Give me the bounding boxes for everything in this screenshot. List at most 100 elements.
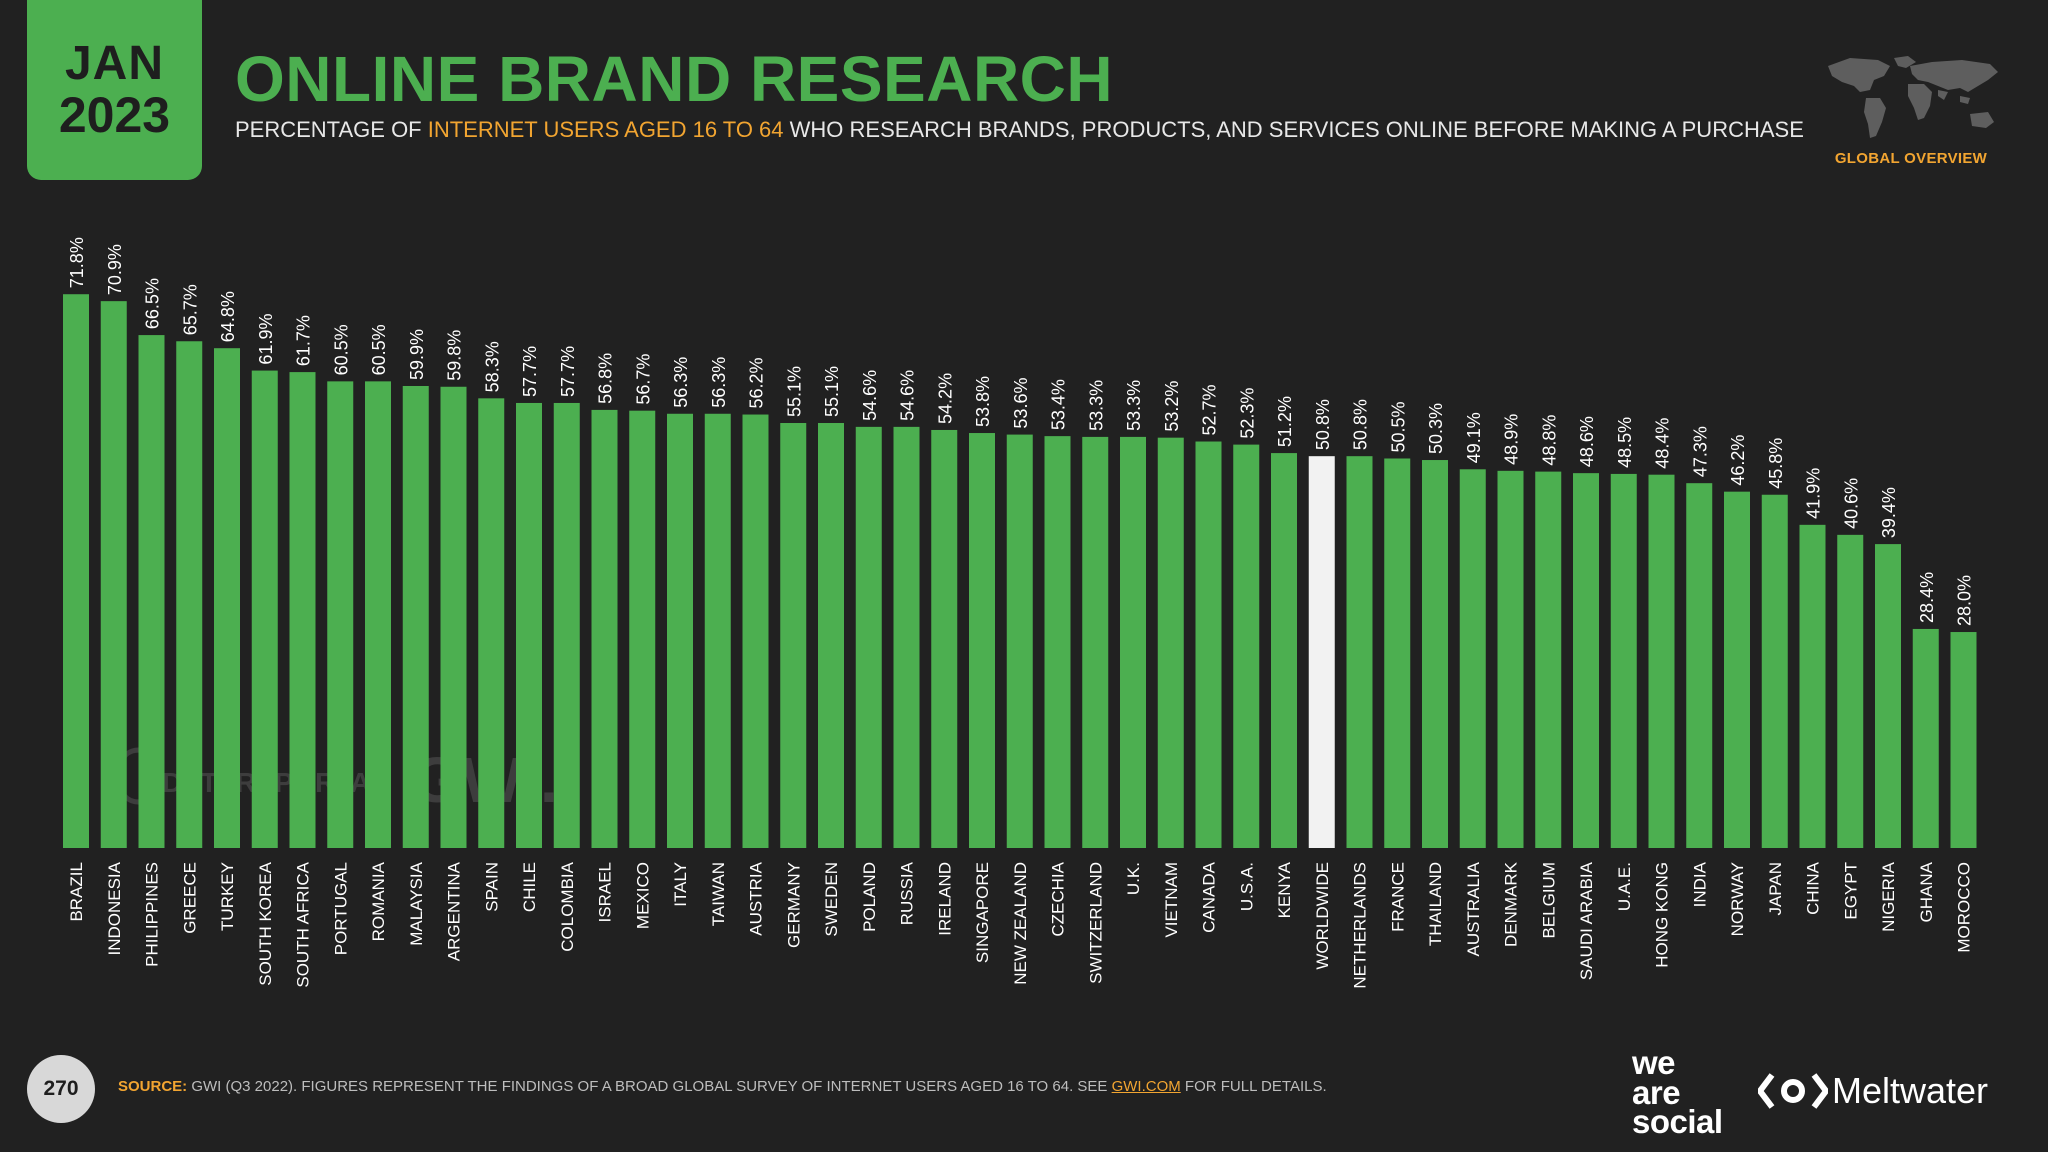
category-label: MEXICO [633,862,652,929]
meltwater-logo: Meltwater [1758,1070,1988,1112]
data-label: 52.3% [1237,388,1257,439]
logo-line-1: we [1632,1044,1676,1081]
category-label: ARGENTINA [445,861,464,961]
source-link[interactable]: GWI.COM [1111,1078,1181,1095]
data-label: 60.5% [369,324,389,375]
data-label: 40.6% [1841,478,1861,529]
bar-netherlands [1346,456,1373,848]
category-label: U.K. [1124,862,1143,895]
bar-nigeria [1875,544,1901,848]
bar-france [1384,458,1411,848]
data-label: 57.7% [520,346,540,397]
category-label: AUSTRALIA [1464,861,1483,956]
bar-hong-kong [1648,474,1675,848]
data-label: 48.9% [1502,414,1522,465]
category-label: CHILE [520,862,539,912]
category-label: VIETNAM [1162,862,1181,938]
data-label: 48.8% [1539,415,1559,466]
category-label: EGYPT [1841,862,1860,920]
bar-mexico [629,410,656,848]
category-label: SOUTH AFRICA [294,861,313,987]
category-label: MOROCCO [1955,862,1974,953]
data-label: 59.9% [407,329,427,380]
data-label: 54.2% [935,373,955,424]
bar-colombia [553,402,580,848]
bar-saudi-arabia [1573,473,1599,848]
bar-u-k [1120,436,1146,848]
bar-china [1799,524,1826,848]
data-label: 55.1% [784,366,804,417]
logo-line-3: social [1632,1103,1723,1141]
category-label: AUSTRIA [747,861,766,935]
date-month: JAN [64,37,165,90]
category-label: RUSSIA [898,861,917,925]
bar-indonesia [100,301,127,848]
data-label: 48.6% [1577,416,1597,467]
category-label: BRAZIL [67,862,86,922]
bar-denmark [1497,470,1524,848]
bar-spain [478,398,505,848]
data-label: 49.1% [1464,412,1484,463]
data-label: 71.8% [67,237,87,288]
category-label: NEW ZEALAND [1011,862,1030,985]
category-label: ITALY [671,862,690,907]
category-label: SPAIN [482,862,501,912]
subtitle-highlight: INTERNET USERS AGED 16 TO 64 [427,117,784,142]
data-label: 56.7% [633,354,653,405]
category-label: BELGIUM [1539,862,1558,939]
category-label: GHANA [1917,861,1936,922]
meltwater-mark-icon [1758,1073,1828,1109]
source-label: SOURCE: [118,1078,188,1095]
data-label: 54.6% [898,370,918,421]
bar-portugal [327,381,354,848]
category-label: U.S.A. [1237,862,1256,911]
page-number: 270 [27,1055,95,1123]
source-note: SOURCE: GWI (Q3 2022). FIGURES REPRESENT… [118,1078,1327,1095]
world-map-icon [1828,56,1998,138]
category-label: CANADA [1200,861,1219,933]
data-label: 28.0% [1955,575,1975,626]
data-label: 56.3% [709,357,729,408]
page-title: ONLINE BRAND RESEARCH [235,43,1114,115]
bar-israel [591,409,618,848]
bar-south-africa [289,372,316,848]
category-label: JAPAN [1766,862,1785,916]
category-label: WORLDWIDE [1313,862,1332,970]
meltwater-wordmark: Meltwater [1832,1070,1989,1111]
data-label: 53.8% [973,376,993,427]
data-label: 48.4% [1653,418,1673,469]
data-label: 61.7% [294,315,314,366]
page-subtitle: PERCENTAGE OF INTERNET USERS AGED 16 TO … [235,117,1804,143]
data-label: 54.6% [860,370,880,421]
data-label: 66.5% [143,278,163,329]
bar-austria [742,414,769,848]
data-label: 52.7% [1200,384,1220,435]
bar-south-korea [251,370,278,848]
bar-greece [176,341,203,848]
category-label: U.A.E. [1615,862,1634,911]
bar-norway [1724,491,1750,848]
bar-italy [667,413,693,848]
category-label: NETHERLANDS [1351,862,1370,989]
bar-chile [516,402,542,848]
data-label: 47.3% [1690,426,1710,477]
bar-new-zealand [1006,434,1033,848]
bar-egypt [1837,534,1864,848]
bar-worldwide [1308,456,1335,848]
category-label: CHINA [1804,861,1823,915]
data-label: 65.7% [180,284,200,335]
category-label: INDONESIA [105,861,124,955]
category-label: ROMANIA [369,861,388,941]
data-label: 39.4% [1879,487,1899,538]
category-label: GREECE [180,862,199,934]
data-label: 53.3% [1086,380,1106,431]
bar-canada [1195,441,1222,848]
category-label: SAUDI ARABIA [1577,861,1596,980]
category-label: MALAYSIA [407,861,426,945]
data-label: 48.5% [1615,417,1635,468]
bar-turkey [214,348,240,848]
data-label: 56.3% [671,357,691,408]
data-label: 64.8% [218,291,238,342]
data-label: 50.8% [1313,399,1333,450]
bar-singapore [969,433,995,848]
